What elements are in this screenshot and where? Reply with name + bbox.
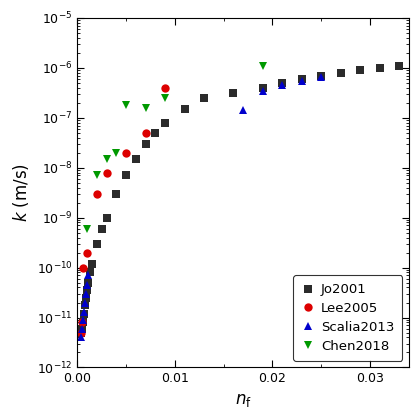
Scalia2013 [82,309,87,314]
Scalia2013 [299,78,304,83]
Scalia2013 [280,83,285,88]
Lee2005 [104,170,109,175]
Line: Chen2018: Chen2018 [83,62,267,233]
Lee2005 [81,265,86,270]
Lee2005 [163,85,168,90]
Jo2001 [79,330,84,335]
Jo2001 [89,261,94,266]
Chen2018 [163,95,168,100]
Jo2001 [396,63,402,68]
Scalia2013 [79,335,84,340]
Jo2001 [84,295,89,300]
Jo2001 [231,90,236,95]
Scalia2013 [83,300,88,305]
Scalia2013 [319,75,324,80]
Jo2001 [280,80,285,85]
Chen2018 [85,226,90,231]
Scalia2013 [80,326,85,331]
Jo2001 [94,241,100,246]
Chen2018 [260,63,265,68]
Scalia2013 [260,88,265,93]
Jo2001 [143,142,148,147]
Jo2001 [88,270,93,275]
Y-axis label: $k$ (m/s): $k$ (m/s) [11,163,31,222]
Chen2018 [104,156,109,161]
Scalia2013 [84,291,89,296]
Lee2005 [94,192,100,197]
Line: Lee2005: Lee2005 [77,84,169,337]
X-axis label: $n_\mathrm{f}$: $n_\mathrm{f}$ [235,391,252,409]
Jo2001 [114,192,119,197]
Lee2005 [123,150,129,155]
Jo2001 [163,120,168,125]
Scalia2013 [241,108,246,113]
Jo2001 [134,156,139,161]
Jo2001 [81,320,86,325]
Jo2001 [99,226,104,231]
Jo2001 [182,107,187,112]
Jo2001 [299,76,304,81]
Jo2001 [202,95,207,100]
Chen2018 [143,105,148,110]
Jo2001 [123,173,129,178]
Jo2001 [260,85,265,90]
Line: Scalia2013: Scalia2013 [77,73,326,341]
Chen2018 [94,173,100,178]
Jo2001 [104,215,109,220]
Scalia2013 [85,282,90,287]
Jo2001 [85,288,90,293]
Jo2001 [153,130,158,135]
Lee2005 [79,330,84,335]
Jo2001 [82,311,87,316]
Jo2001 [357,68,362,73]
Legend: Jo2001, Lee2005, Scalia2013, Chen2018: Jo2001, Lee2005, Scalia2013, Chen2018 [293,275,402,361]
Scalia2013 [81,317,86,322]
Lee2005 [85,250,90,255]
Jo2001 [86,280,91,285]
Jo2001 [377,66,382,71]
Jo2001 [338,70,343,75]
Jo2001 [319,73,324,78]
Lee2005 [143,130,148,135]
Lee2005 [80,320,85,325]
Line: Jo2001: Jo2001 [77,62,403,337]
Scalia2013 [86,273,91,278]
Chen2018 [123,102,129,108]
Chen2018 [114,150,119,155]
Jo2001 [80,326,85,331]
Jo2001 [83,302,88,307]
